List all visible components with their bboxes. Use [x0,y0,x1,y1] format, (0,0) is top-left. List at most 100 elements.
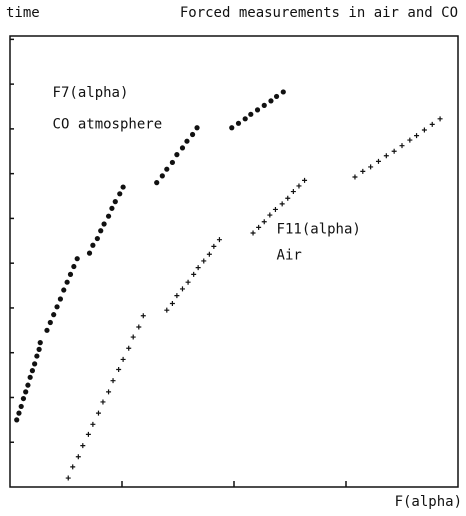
point [37,340,43,346]
point [256,224,262,230]
point [117,191,123,197]
point [437,116,443,122]
point [67,271,74,277]
chart-title: Forced measurements in air and CO [180,5,458,21]
annotation: F11(alpha) [277,222,361,238]
annotation: Air [277,247,302,263]
point [185,279,191,285]
point [242,116,248,122]
point [273,93,280,100]
point [14,417,20,423]
point [201,258,207,264]
point [65,475,71,481]
point [110,378,116,384]
annotation: F7(alpha) [53,85,129,101]
point [98,228,104,234]
point [101,221,107,227]
point [248,111,254,117]
point [29,368,35,374]
point [95,410,101,416]
point [16,410,22,416]
point [64,279,70,285]
point [86,250,93,256]
point [90,242,96,248]
point [191,271,197,277]
point [159,173,165,179]
point [179,286,185,292]
point [407,137,413,143]
point [261,219,267,225]
point [179,145,186,151]
y-axis-label: time [6,5,40,21]
annotation: CO atmosphere [53,116,163,132]
point [254,107,261,113]
point [20,395,27,402]
plot-frame [9,35,459,488]
point [235,120,242,126]
point [360,168,366,174]
point [116,366,122,372]
point [280,89,286,95]
point [174,293,180,299]
point [272,206,278,212]
point [352,174,358,180]
point [27,374,33,380]
point [136,324,142,330]
point [375,158,381,164]
point [47,319,53,326]
point [164,307,170,313]
point [414,133,420,139]
point [80,443,86,449]
point [54,304,60,310]
point [169,300,175,306]
point [74,256,80,262]
point [70,464,76,470]
point [120,356,126,362]
x-axis-label: F(alpha) [395,494,462,510]
point [120,184,126,190]
point [100,399,106,405]
point [154,180,160,186]
point [106,389,112,395]
point [18,403,24,410]
point [57,296,64,302]
point [36,346,42,352]
point [250,230,256,236]
point [23,389,29,395]
point [71,263,77,270]
point [140,313,146,319]
point [268,98,274,104]
point [296,183,302,189]
point [85,431,91,437]
point [368,164,374,170]
point [302,177,308,183]
point [261,102,267,108]
point [174,152,180,158]
point [130,334,136,340]
point [25,382,31,388]
point [105,213,112,219]
point [195,265,201,271]
point [189,131,196,138]
point [34,353,40,359]
point [32,361,38,367]
point [51,312,57,318]
point [391,148,397,154]
point [44,327,50,333]
point [94,235,100,242]
point [164,166,170,172]
point [279,201,285,207]
point [75,454,81,460]
point [90,421,96,427]
point [285,195,291,201]
point [229,125,235,131]
point [61,287,67,293]
point [216,237,222,243]
point [290,189,296,195]
point [112,199,118,205]
point [194,125,200,131]
point [211,243,217,249]
point [383,153,389,159]
point [184,138,190,144]
